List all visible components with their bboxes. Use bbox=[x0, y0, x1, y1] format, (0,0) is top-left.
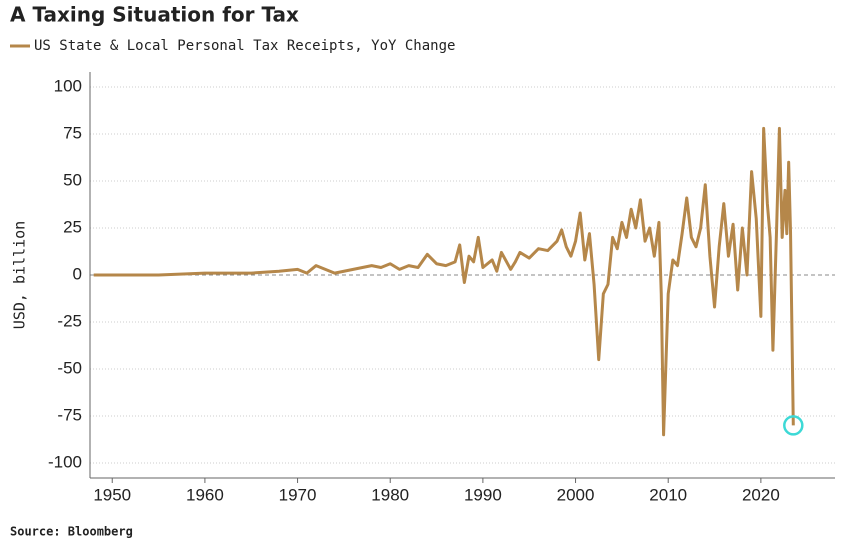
y-tick-label: -75 bbox=[57, 405, 82, 424]
x-tick-label: 2000 bbox=[557, 485, 595, 504]
x-tick-label: 1960 bbox=[186, 485, 224, 504]
legend-label: US State & Local Personal Tax Receipts, … bbox=[34, 38, 455, 54]
chart-title: A Taxing Situation for Tax bbox=[10, 3, 299, 27]
y-tick-label: 100 bbox=[54, 77, 82, 96]
x-tick-label: 1980 bbox=[371, 485, 409, 504]
x-tick-label: 1970 bbox=[279, 485, 317, 504]
y-tick-label: -50 bbox=[57, 358, 82, 377]
y-tick-label: -100 bbox=[48, 452, 82, 471]
y-tick-label: 25 bbox=[63, 217, 82, 236]
y-tick-label: 75 bbox=[63, 124, 82, 143]
y-tick-label: -25 bbox=[57, 311, 82, 330]
x-tick-label: 1950 bbox=[93, 485, 131, 504]
y-tick-label: 0 bbox=[73, 264, 82, 283]
y-tick-label: 50 bbox=[63, 171, 82, 190]
y-axis-label: USD, billion bbox=[11, 221, 29, 329]
x-tick-label: 1990 bbox=[464, 485, 502, 504]
x-tick-label: 2020 bbox=[742, 485, 780, 504]
highlight-marker bbox=[783, 415, 804, 436]
x-tick-label: 2010 bbox=[649, 485, 687, 504]
source: Source: Bloomberg bbox=[10, 525, 133, 539]
data-line bbox=[93, 126, 795, 437]
